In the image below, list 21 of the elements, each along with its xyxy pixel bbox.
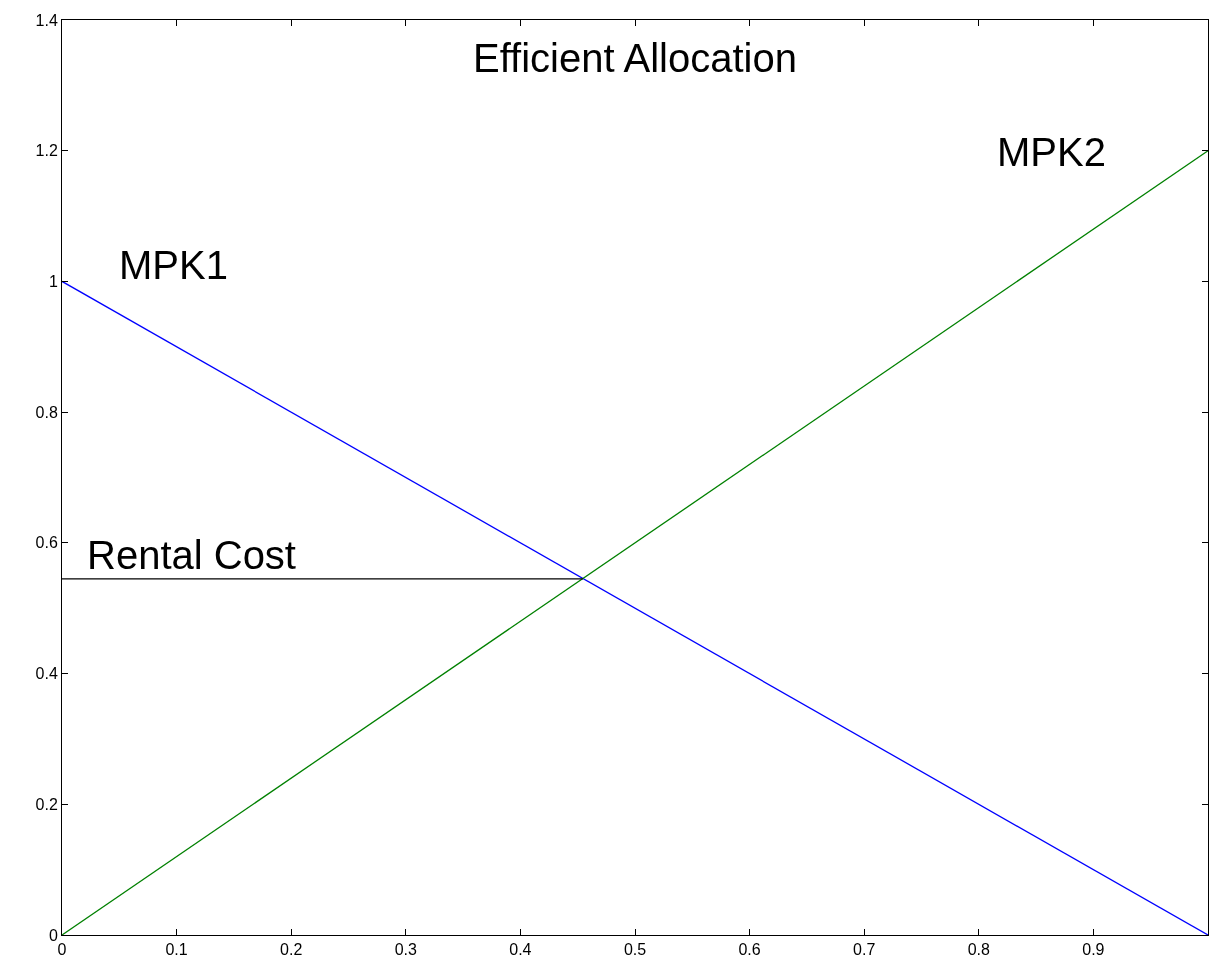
x-tick-label: 0.8 bbox=[967, 941, 991, 959]
chart-title: Efficient Allocation bbox=[473, 36, 797, 80]
x-tick-label: 0.5 bbox=[623, 941, 647, 959]
y-tick-label: 1.4 bbox=[35, 11, 58, 29]
y-tick-label: 1.2 bbox=[35, 142, 58, 160]
y-tick-label: 0 bbox=[48, 926, 58, 944]
x-tick-label: 0.1 bbox=[165, 941, 188, 959]
x-tick-label: 0.4 bbox=[509, 941, 532, 959]
annotation: Rental Cost bbox=[87, 533, 296, 577]
series-label: MPK1 bbox=[119, 243, 228, 287]
series-label: MPK2 bbox=[997, 130, 1106, 174]
y-tick-label: 0.2 bbox=[35, 795, 58, 813]
x-tick-label: 0.9 bbox=[1082, 941, 1105, 959]
y-tick-label: 0.6 bbox=[35, 534, 58, 552]
x-tick-label: 0.7 bbox=[853, 941, 876, 959]
y-tick-label: 1 bbox=[48, 273, 58, 291]
x-tick-label: 0.6 bbox=[738, 941, 761, 959]
x-tick-label: 0.3 bbox=[394, 941, 418, 959]
x-tick-label: 0.2 bbox=[280, 941, 303, 959]
y-tick-label: 0.8 bbox=[35, 403, 58, 421]
y-tick-label: 0.4 bbox=[35, 665, 58, 683]
